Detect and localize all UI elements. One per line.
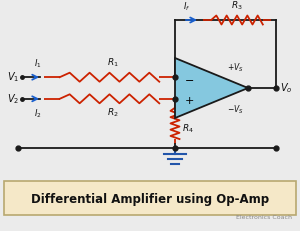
Text: $I_1$: $I_1$ [34,58,42,70]
Text: $R_3$: $R_3$ [231,0,243,12]
Text: $I_f$: $I_f$ [183,0,190,13]
Text: $V_2$: $V_2$ [7,92,19,106]
Text: $+V_S$: $+V_S$ [227,61,244,73]
Text: $I_2$: $I_2$ [34,108,42,120]
Text: $-V_S$: $-V_S$ [227,103,244,116]
Text: $-$: $-$ [184,74,194,84]
Text: $R_4$: $R_4$ [182,122,194,135]
Text: $R_1$: $R_1$ [106,57,119,69]
Text: $R_2$: $R_2$ [107,107,118,119]
Text: $V_1$: $V_1$ [7,70,19,84]
Text: Electronics Coach: Electronics Coach [236,215,292,220]
Polygon shape [175,58,248,118]
Text: $V_o$: $V_o$ [280,81,292,95]
Text: Differential Amplifier using Op-Amp: Differential Amplifier using Op-Amp [31,192,269,206]
Text: $+$: $+$ [184,95,194,106]
FancyBboxPatch shape [4,181,296,215]
